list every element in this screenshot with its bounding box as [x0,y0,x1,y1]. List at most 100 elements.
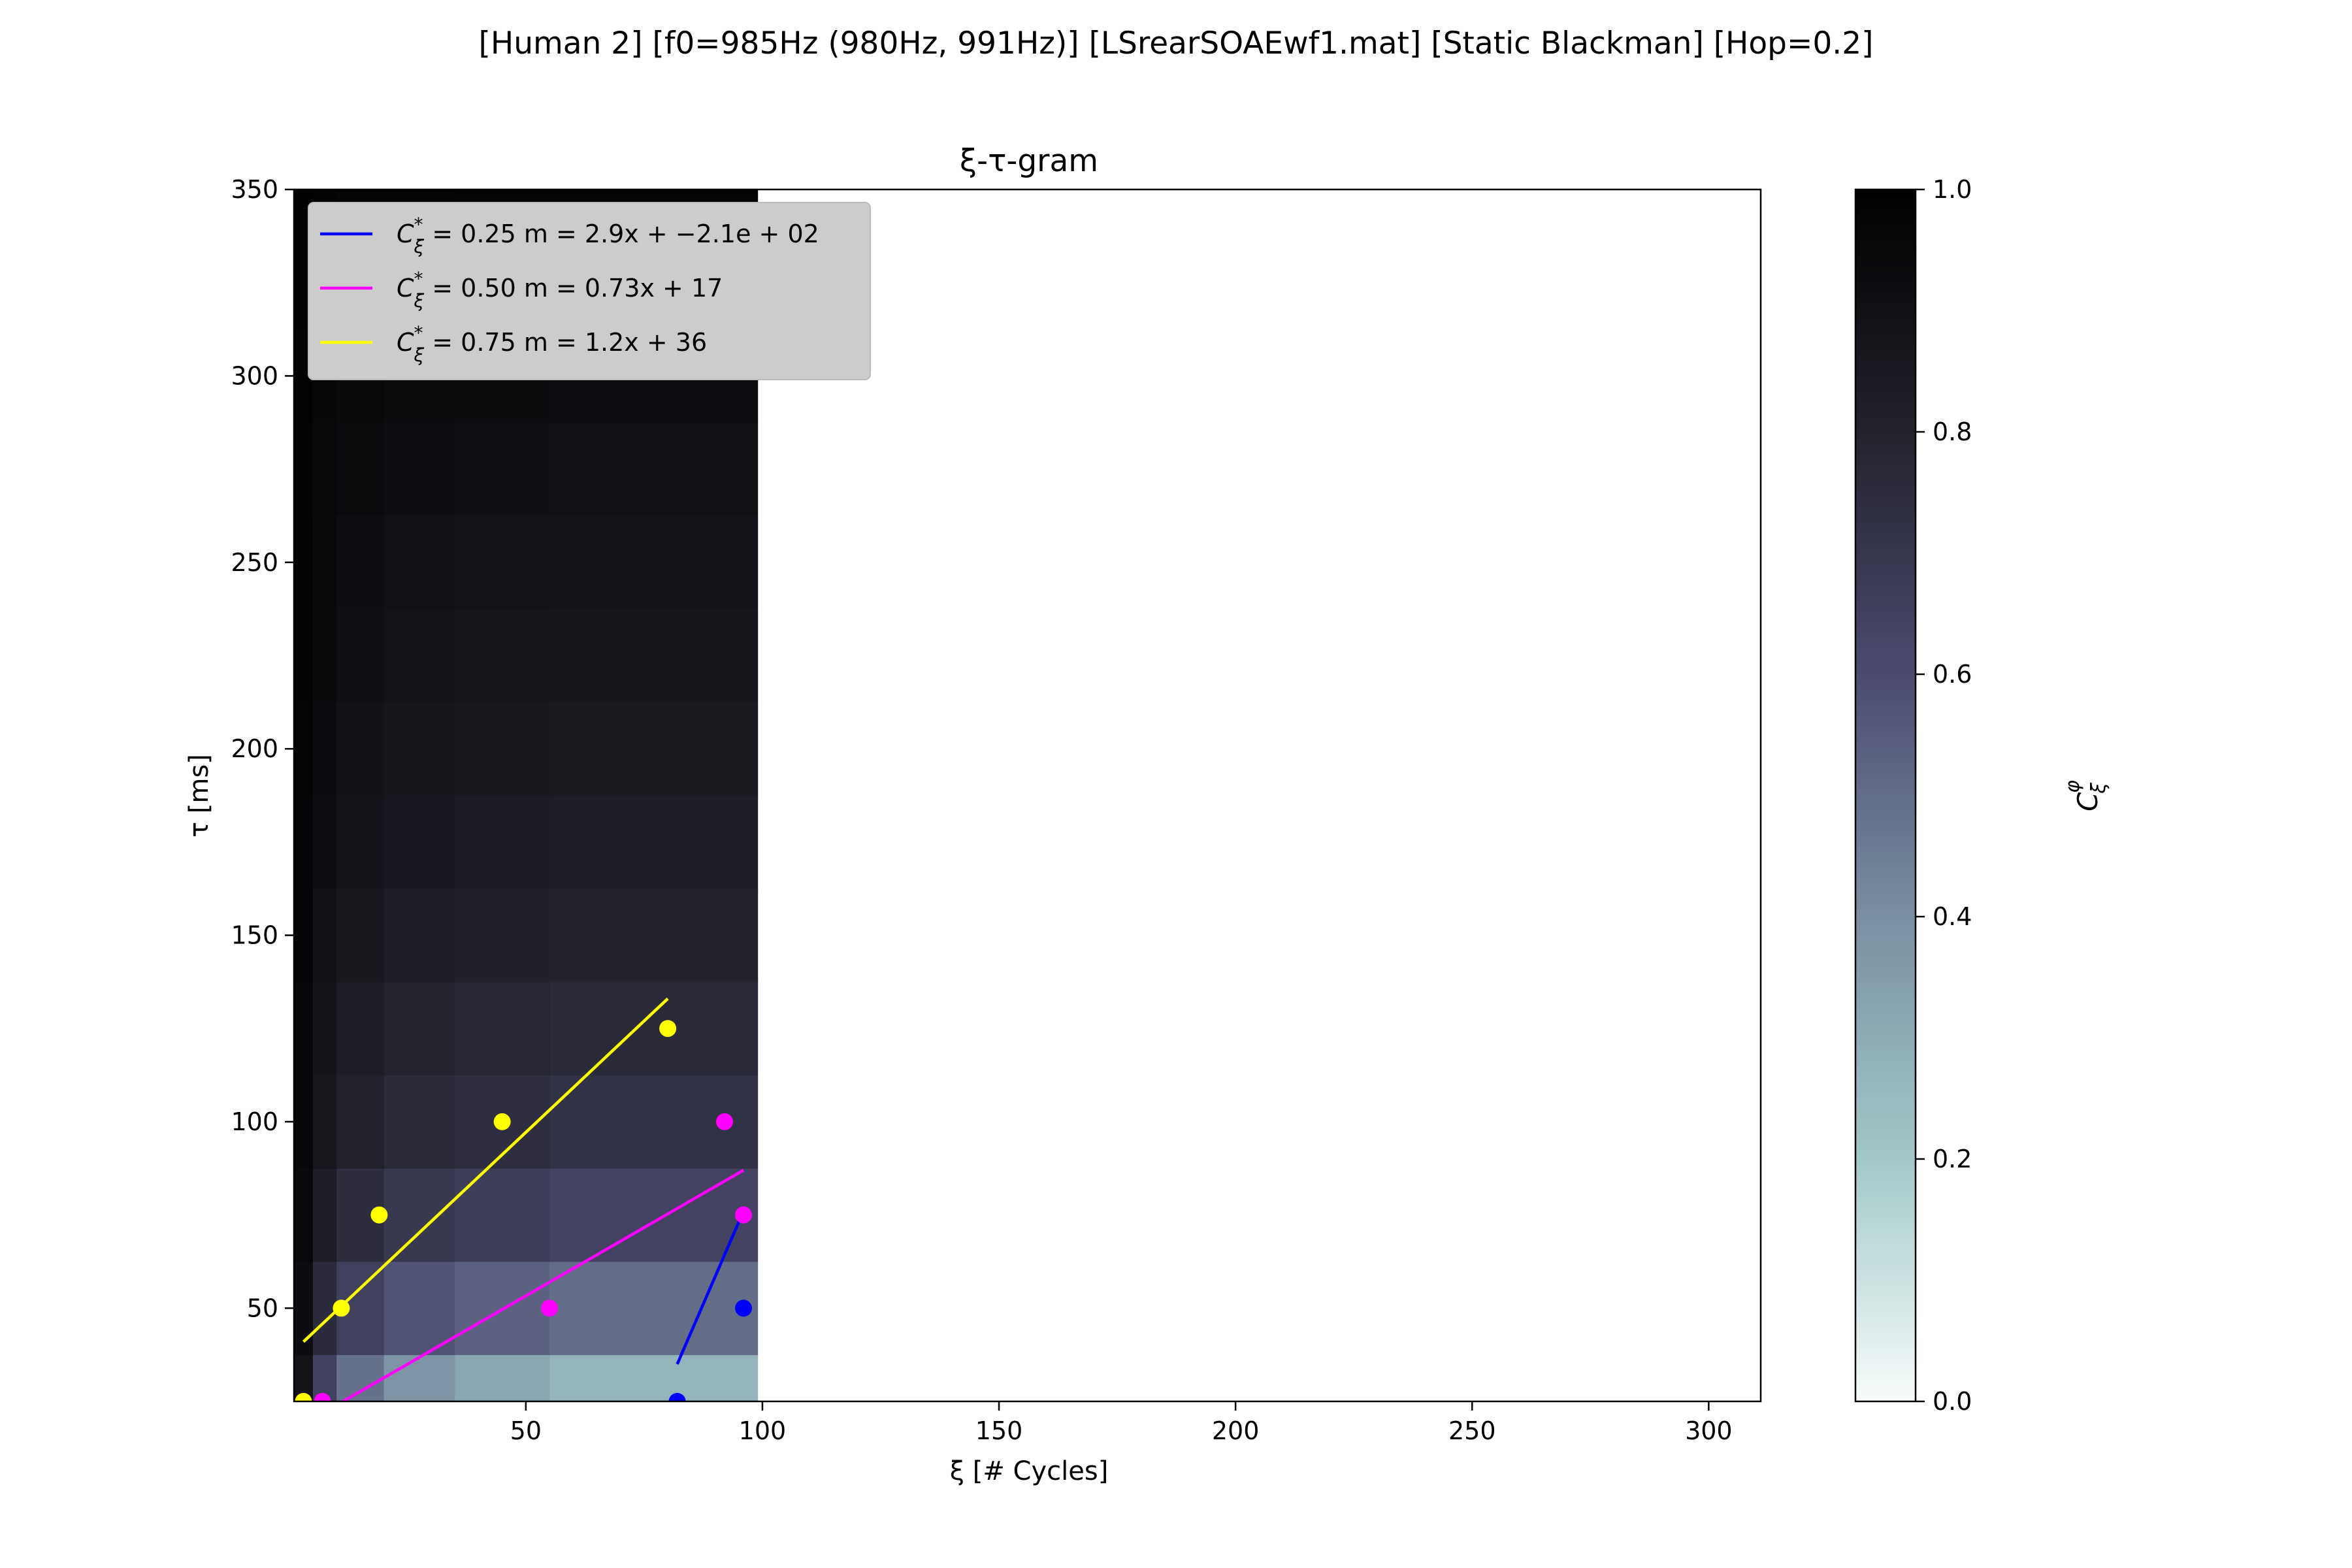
heatmap-cell [384,1168,455,1262]
y-axis-label: τ [ms] [184,754,214,838]
x-tick-label: 100 [739,1416,787,1445]
series-1-point [541,1299,559,1317]
colorbar-ticks: 0.0 0.2 0.4 0.6 0.8 1.0 [1916,175,1972,1416]
series-0-fit-line [676,1211,745,1365]
series-1-point [716,1113,734,1130]
heatmap-cell [312,702,337,796]
heatmap-cell [336,702,385,796]
heatmap-cell [312,795,337,889]
x-tick-label: 50 [510,1416,542,1445]
series-2-point [370,1206,388,1224]
legend-box [308,202,871,380]
series-2-point [333,1299,350,1317]
colorbar-tick-label: 0.6 [1933,660,1972,689]
heatmap-cell [455,1168,550,1262]
plot-area-frame [293,188,1762,1403]
heatmap-cell [294,1075,314,1169]
heatmap-cell [384,795,455,889]
heatmap-cell [384,1075,455,1169]
series-2-point [295,1393,312,1401]
heatmap-cell [294,889,314,983]
heatmap-cell [455,702,550,796]
x-tick-label: 250 [1448,1416,1496,1445]
y-tick-label: 50 [247,1294,278,1322]
heatmap [294,189,759,1401]
heatmap-cell [549,422,759,516]
colorbar-tick-label: 0.0 [1933,1387,1972,1416]
y-tick-label: 300 [231,361,278,390]
heatmap-cell [336,889,385,983]
heatmap-cell [336,1354,385,1401]
heatmap-cell [549,1261,759,1356]
series-layer [295,997,752,1401]
heatmap-cell [549,702,759,796]
heatmap-cell [294,795,314,889]
colorbar-tick-label: 0.2 [1933,1145,1972,1173]
y-tick-label: 250 [231,548,278,577]
y-tick-label: 100 [231,1107,278,1136]
legend-entry: C* ξ = 0.75 m = 1.2x + 36 [397,322,707,366]
heatmap-cell [294,422,314,516]
heatmap-cell [384,889,455,983]
heatmap-cell [312,889,337,983]
heatmap-cell [294,609,314,703]
heatmap-cell [549,1354,759,1401]
heatmap-cell [549,889,759,983]
heatmap-cell [312,422,337,516]
colorbar [1854,188,1917,1403]
heatmap-cell [455,515,550,610]
heatmap-cell [312,515,337,610]
series-0-point [668,1393,686,1401]
y-tick-label: 350 [231,175,278,204]
series-1-point [734,1206,752,1224]
heatmap-cell [549,515,759,610]
x-tick-label: 200 [1212,1416,1260,1445]
heatmap-cell [384,981,455,1076]
y-axis-ticks: 50 100 150 200 250 300 350 [231,175,294,1322]
legend-entry: C* ξ = 0.25 m = 2.9x + −2.1e + 02 [397,214,819,257]
series-2-point [493,1113,511,1130]
y-tick-label: 200 [231,734,278,763]
heatmap-cell [549,981,759,1076]
x-tick-label: 300 [1685,1416,1733,1445]
heatmap-cell [549,1168,759,1262]
series-1-point [314,1393,331,1401]
x-axis-ticks: 50 100 150 200 250 300 [510,1401,1733,1445]
heatmap-cell [384,1261,455,1356]
heatmap-cell [455,1354,550,1401]
heatmap-cell [455,981,550,1076]
colorbar-tick-label: 0.4 [1933,902,1972,931]
heatmap-cell [384,515,455,610]
y-tick-label: 150 [231,921,278,950]
heatmap-cell [336,515,385,610]
colorbar-tick-label: 0.8 [1933,417,1972,446]
heatmap-cell [384,609,455,703]
series-2-fit-line [302,997,669,1343]
heatmap-cell [455,609,550,703]
series-2-point [659,1020,677,1037]
heatmap-cell [312,1168,337,1262]
series-1-fit-line [340,1169,745,1401]
heatmap-cell [336,795,385,889]
heatmap-cell [312,981,337,1076]
heatmap-cell [336,609,385,703]
heatmap-cell [384,1354,455,1401]
heatmap-cell [312,1075,337,1169]
heatmap-cell [294,1168,314,1262]
heatmap-cell [294,515,314,610]
heatmap-cell [455,889,550,983]
heatmap-cell [336,1075,385,1169]
heatmap-cell [455,795,550,889]
heatmap-cell [549,795,759,889]
legend-entry: C* ξ = 0.50 m = 0.73x + 17 [397,268,723,312]
heatmap-cell [455,422,550,516]
legend: C* ξ = 0.25 m = 2.9x + −2.1e + 02 C* ξ = 0.… [308,202,871,380]
chart-title: ξ-τ-gram [960,143,1098,179]
colorbar-tick-label: 1.0 [1933,175,1972,204]
heatmap-cell [294,1261,314,1356]
x-tick-label: 150 [975,1416,1023,1445]
heatmap-cell [384,422,455,516]
x-axis-label: ξ [# Cycles] [950,1456,1109,1486]
heatmap-cell [294,981,314,1076]
